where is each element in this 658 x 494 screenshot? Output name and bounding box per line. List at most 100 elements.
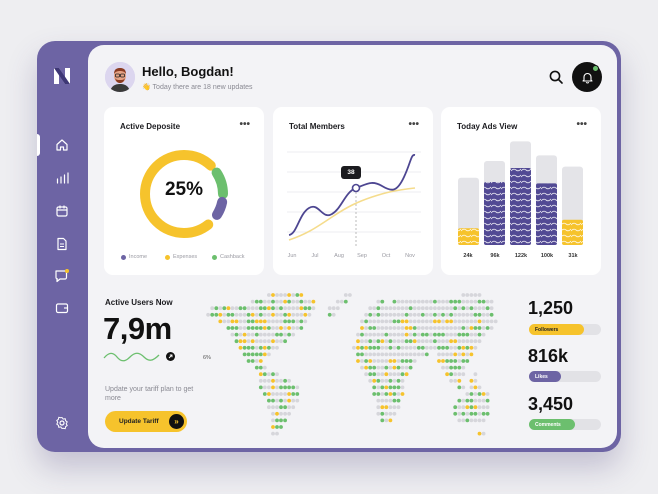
map-dot	[396, 359, 401, 363]
map-dot	[388, 372, 393, 377]
map-dot	[477, 339, 482, 344]
avatar[interactable]	[105, 62, 135, 92]
wallet-icon[interactable]	[54, 300, 70, 316]
map-dot	[469, 345, 474, 350]
map-dot	[400, 372, 405, 377]
map-dot	[433, 312, 437, 317]
more-icon[interactable]: •••	[408, 119, 419, 130]
map-dot	[267, 398, 271, 403]
map-dot	[343, 299, 348, 304]
map-dot	[412, 359, 417, 363]
map-dot	[416, 312, 421, 317]
map-dot	[465, 405, 470, 410]
map-dot	[262, 345, 267, 350]
map-dot	[453, 339, 458, 344]
document-icon[interactable]	[54, 236, 70, 252]
update-tariff-label: Update Tariff	[119, 418, 159, 425]
map-dot	[246, 312, 251, 317]
map-dot	[404, 299, 409, 304]
map-dot	[287, 312, 291, 317]
map-dot	[453, 326, 458, 330]
map-dot	[234, 339, 239, 344]
map-dot	[287, 306, 291, 311]
map-dot	[396, 405, 401, 410]
map-dot	[271, 431, 275, 436]
map-dot	[384, 306, 389, 311]
map-dot	[441, 359, 445, 363]
map-dot	[291, 306, 296, 311]
map-dot	[437, 299, 441, 304]
update-tariff-button[interactable]: Update Tariff »	[105, 411, 187, 432]
map-dot	[420, 312, 425, 317]
map-dot	[279, 378, 283, 383]
more-icon[interactable]: •••	[239, 119, 250, 130]
map-dot	[429, 332, 433, 337]
map-dot	[437, 319, 441, 324]
map-dot	[404, 339, 409, 344]
map-dot	[449, 372, 453, 377]
map-dot	[254, 339, 259, 344]
map-dot	[258, 359, 263, 363]
settings-icon[interactable]	[54, 415, 70, 431]
map-dot	[230, 319, 235, 324]
map-dot	[420, 352, 425, 357]
map-dot	[258, 365, 263, 370]
map-dot	[376, 398, 381, 403]
map-dot	[408, 319, 413, 324]
logo-icon[interactable]	[53, 67, 71, 85]
map-dot	[465, 299, 470, 304]
more-icon[interactable]: •••	[576, 119, 587, 130]
map-dot	[271, 306, 275, 311]
map-dot	[295, 293, 300, 297]
map-dot	[469, 392, 474, 396]
map-dot	[226, 312, 231, 317]
map-dot	[437, 339, 441, 344]
map-dot	[254, 299, 259, 304]
map-dot	[469, 332, 474, 337]
map-dot	[481, 312, 486, 317]
map-dot	[469, 385, 474, 390]
map-dot	[433, 345, 437, 350]
map-dot	[400, 332, 405, 337]
map-dot	[258, 332, 263, 337]
map-dot	[465, 332, 470, 337]
map-dot	[453, 372, 458, 377]
map-dot	[368, 319, 373, 324]
map-dot	[400, 365, 405, 370]
map-dot	[380, 372, 385, 377]
map-dot	[291, 385, 296, 390]
map-dot	[453, 405, 458, 410]
search-icon[interactable]	[548, 69, 564, 85]
map-dot	[429, 299, 433, 304]
map-dot	[271, 385, 275, 390]
map-dot	[372, 339, 377, 344]
map-dot	[262, 332, 267, 337]
map-dot	[230, 326, 235, 330]
map-dot	[299, 319, 304, 324]
map-dot	[461, 385, 466, 390]
map-dot	[368, 312, 373, 317]
map-dot	[429, 319, 433, 324]
map-dot	[449, 339, 453, 344]
chat-icon[interactable]	[54, 268, 70, 284]
map-dot	[396, 345, 401, 350]
deposit-percentage: 25%	[164, 179, 204, 200]
app-frame: Hello, Bogdan! 👋 Today there are 18 new …	[37, 41, 621, 452]
map-dot	[262, 312, 267, 317]
map-dot	[473, 306, 478, 311]
legend-expenses: Expenses	[165, 254, 197, 260]
map-dot	[449, 319, 453, 324]
calendar-icon[interactable]	[54, 203, 70, 219]
map-dot	[408, 312, 413, 317]
map-dot	[424, 319, 429, 324]
home-icon[interactable]	[54, 137, 70, 153]
map-dot	[234, 319, 239, 324]
map-dot	[392, 326, 397, 330]
map-dot	[481, 411, 486, 416]
notifications-button[interactable]	[572, 62, 602, 92]
map-dot	[465, 411, 470, 416]
greeting-title: Hello, Bogdan!	[142, 64, 234, 79]
map-dot	[234, 306, 239, 311]
chart-icon[interactable]	[54, 170, 70, 186]
comments-count: 3,450	[528, 394, 574, 414]
